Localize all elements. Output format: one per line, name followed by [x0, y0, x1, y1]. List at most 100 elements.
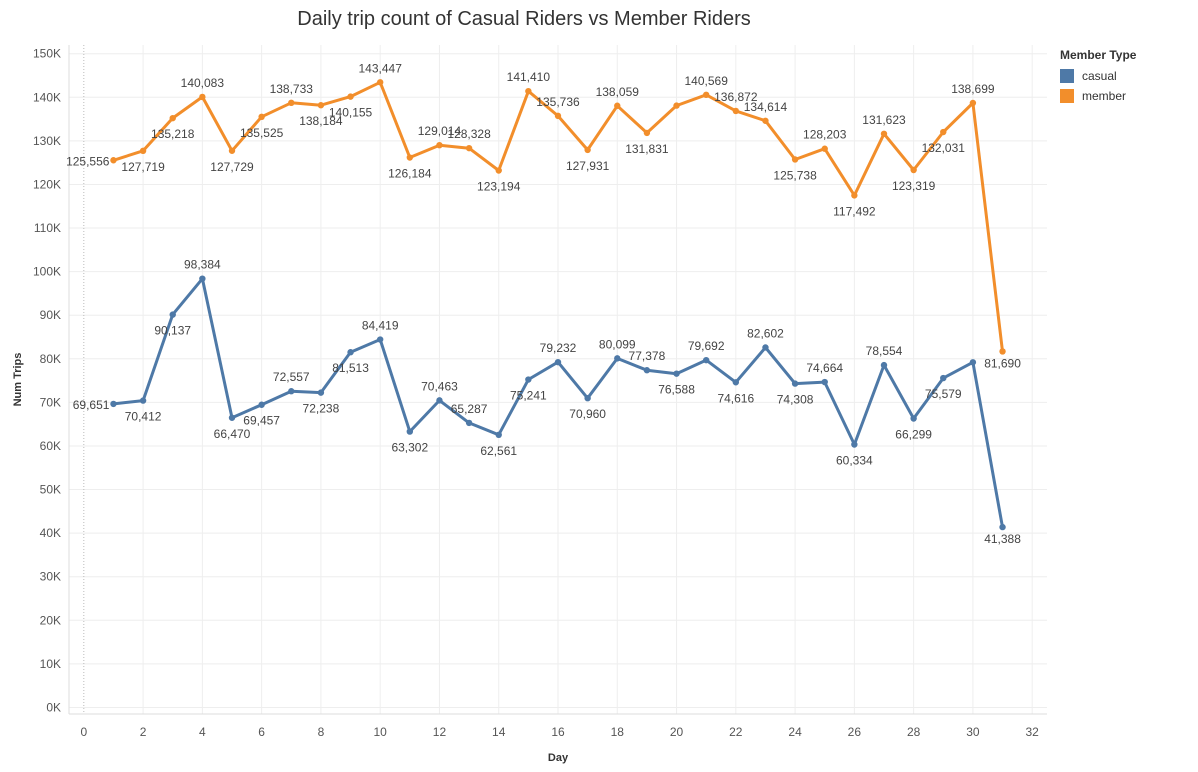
data-label-casual: 76,588 [658, 383, 695, 397]
data-label-member: 138,733 [270, 82, 314, 96]
data-label-member: 143,447 [358, 61, 402, 75]
data-label-member: 135,218 [151, 127, 195, 141]
data-point-member [317, 102, 325, 109]
data-point-casual [614, 355, 621, 362]
legend-swatch-member [1060, 89, 1074, 103]
legend: Member Type casual member [1060, 48, 1136, 106]
x-tick-label: 20 [670, 725, 684, 739]
data-point-casual [110, 400, 117, 408]
y-tick-label: 110K [34, 221, 61, 235]
data-point-member [614, 102, 621, 109]
data-label-member: 126,184 [388, 167, 432, 181]
x-tick-label: 30 [966, 725, 980, 739]
data-point-casual [436, 397, 443, 404]
data-label-casual: 74,308 [777, 393, 814, 407]
data-label-casual: 79,692 [688, 339, 725, 353]
y-tick-label: 130K [33, 134, 61, 148]
data-label-casual: 72,238 [303, 402, 340, 416]
x-tick-label: 12 [433, 725, 447, 739]
data-point-member [554, 112, 562, 120]
data-point-casual [406, 428, 414, 435]
data-label-member: 140,569 [684, 74, 728, 88]
y-tick-label: 20K [40, 613, 61, 627]
y-tick-label: 40K [40, 526, 61, 540]
data-label-member: 135,525 [240, 126, 284, 140]
legend-item-member[interactable]: member [1060, 86, 1136, 106]
data-label-casual: 84,419 [362, 319, 399, 333]
data-point-casual [643, 367, 651, 374]
data-point-casual [228, 414, 236, 421]
data-label-member: 131,623 [862, 113, 906, 127]
y-tick-label: 90K [40, 308, 61, 322]
y-tick-label: 10K [40, 657, 61, 671]
data-label-casual: 75,241 [510, 389, 547, 403]
data-label-member: 125,738 [773, 168, 817, 182]
data-point-casual [554, 358, 562, 366]
data-point-member [406, 154, 414, 161]
data-label-casual: 41,388 [984, 532, 1021, 546]
legend-title: Member Type [1060, 48, 1137, 62]
legend-item-casual[interactable]: casual [1060, 66, 1136, 86]
y-tick-label: 140K [33, 90, 61, 104]
data-point-member [940, 128, 947, 136]
y-tick-label: 50K [40, 483, 61, 497]
legend-label-member: member [1082, 89, 1127, 103]
data-point-casual [732, 379, 740, 386]
data-label-casual: 70,412 [125, 410, 162, 424]
chart-title: Daily trip count of Casual Riders vs Mem… [297, 8, 751, 30]
data-label-member: 128,328 [447, 127, 491, 141]
data-label-member: 81,690 [984, 356, 1021, 370]
data-point-member [673, 102, 680, 109]
data-point-casual [940, 374, 947, 382]
y-tick-label: 120K [33, 177, 61, 191]
data-label-casual: 69,651 [73, 398, 110, 412]
data-label-casual: 80,099 [599, 337, 636, 351]
data-point-casual [999, 523, 1006, 531]
y-tick-label: 70K [40, 395, 61, 409]
y-tick-label: 30K [40, 570, 61, 584]
data-label-member: 127,719 [121, 160, 165, 174]
data-label-casual: 90,137 [154, 324, 191, 338]
data-label-casual: 72,557 [273, 370, 310, 384]
data-label-casual: 74,616 [717, 391, 754, 405]
data-label-member: 138,059 [596, 85, 640, 99]
data-label-member: 135,736 [536, 95, 580, 109]
data-label-member: 132,031 [922, 141, 966, 155]
data-point-member [732, 107, 740, 115]
data-point-casual [465, 419, 473, 427]
data-point-member [199, 93, 206, 101]
data-point-casual [880, 361, 888, 369]
data-point-casual [851, 441, 858, 448]
data-label-member: 129,014 [418, 124, 462, 138]
data-point-member [347, 93, 354, 100]
y-tick-label: 100K [33, 265, 61, 279]
data-label-member: 141,410 [507, 70, 551, 84]
data-label-casual: 65,287 [451, 402, 488, 416]
x-tick-label: 16 [551, 725, 565, 739]
data-point-member [376, 79, 384, 86]
data-point-casual [169, 311, 176, 318]
data-point-member [999, 348, 1006, 355]
data-point-member [584, 146, 591, 154]
data-point-member [702, 91, 710, 99]
y-axis-title: Num Trips [12, 353, 24, 407]
data-label-casual: 78,554 [866, 344, 903, 358]
data-point-member [821, 145, 828, 152]
data-point-member [791, 156, 799, 163]
data-label-casual: 66,470 [214, 427, 251, 441]
y-tick-label: 80K [40, 352, 61, 366]
data-point-casual [525, 376, 532, 383]
legend-label-casual: casual [1082, 69, 1117, 83]
data-point-casual [762, 344, 769, 351]
data-point-member [139, 147, 147, 155]
data-label-member: 123,319 [892, 179, 936, 193]
data-point-member [910, 166, 917, 174]
x-tick-label: 10 [374, 725, 388, 739]
x-tick-label: 24 [788, 725, 802, 739]
x-tick-label: 26 [848, 725, 862, 739]
data-point-member [288, 99, 295, 107]
data-label-casual: 82,602 [747, 326, 784, 340]
data-point-casual [199, 275, 206, 282]
data-point-casual [584, 394, 591, 402]
